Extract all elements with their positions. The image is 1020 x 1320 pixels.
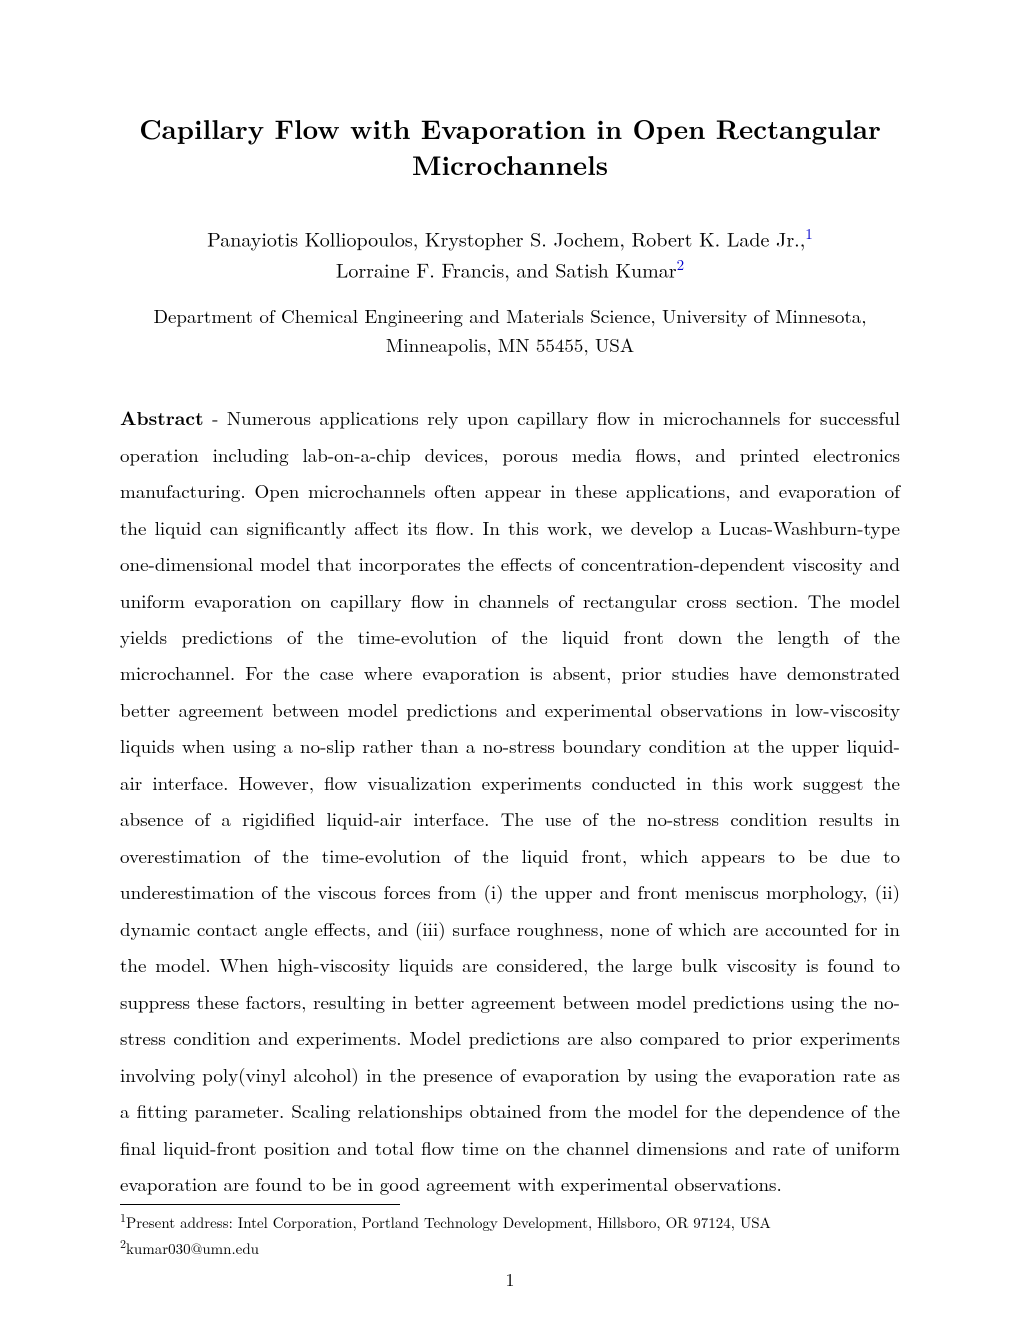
footnote-1: 1Present address: Intel Corporation, Por… [120,1209,900,1235]
page-number: 1 [0,1267,1020,1292]
abstract-label: Abstract [120,403,204,431]
footnote-ref-1[interactable]: 1 [805,223,813,244]
affiliation-block: Department of Chemical Engineering and M… [120,302,900,359]
affiliation-line-1: Department of Chemical Engineering and M… [153,302,866,329]
footnote-ref-2[interactable]: 2 [677,254,685,275]
footnote-2-text: kumar030@umn.edu [126,1238,259,1259]
paper-title: Capillary Flow with Evaporation in Open … [120,110,900,183]
footnote-rule [120,1204,400,1205]
footnotes-block: 1Present address: Intel Corporation, Por… [120,1204,900,1260]
footnote-1-text: Present address: Intel Corporation, Port… [126,1212,771,1233]
author-block: Panayiotis Kolliopoulos, Krystopher S. J… [120,223,900,284]
abstract-block: Abstract - Numerous applications rely up… [120,399,900,1202]
page-container: Capillary Flow with Evaporation in Open … [0,0,1020,1320]
abstract-separator: - [204,404,227,431]
footnote-2: 2kumar030@umn.edu [120,1235,900,1261]
affiliation-line-2: Minneapolis, MN 55455, USA [386,331,634,358]
authors-line-2: Lorraine F. Francis, and Satish Kumar [336,254,677,283]
authors-line-1: Panayiotis Kolliopoulos, Krystopher S. J… [207,224,805,253]
abstract-body: Numerous applications rely upon capillar… [120,404,900,1197]
